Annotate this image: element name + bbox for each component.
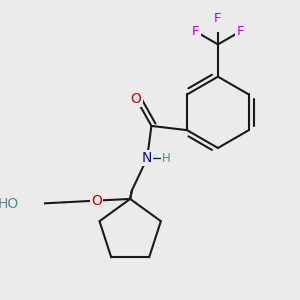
Text: F: F bbox=[192, 25, 200, 38]
Text: F: F bbox=[236, 25, 244, 38]
Text: O: O bbox=[131, 92, 142, 106]
Text: H: H bbox=[161, 152, 170, 165]
Text: HO: HO bbox=[0, 197, 19, 211]
Text: N: N bbox=[142, 151, 152, 165]
Text: F: F bbox=[214, 12, 222, 26]
Text: O: O bbox=[91, 194, 102, 208]
